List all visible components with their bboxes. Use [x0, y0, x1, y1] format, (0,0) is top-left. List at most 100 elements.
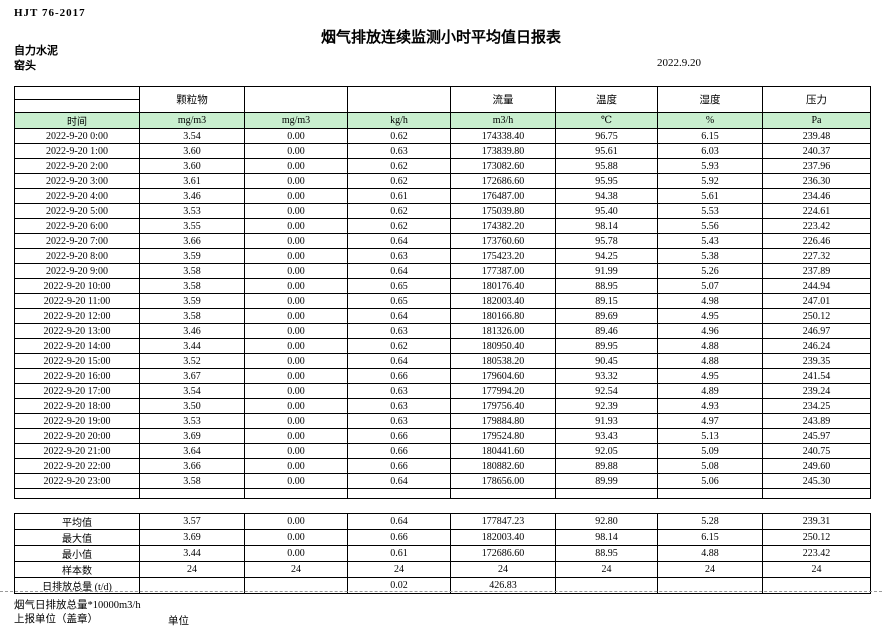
time-cell: 2022-9-20 22:00 — [14, 458, 140, 474]
value-cell: 3.44 — [139, 338, 245, 354]
value-cell: 0.00 — [244, 443, 348, 459]
empty-cell — [244, 488, 348, 499]
value-cell: 4.89 — [657, 383, 763, 399]
table-row: 2022-9-20 19:00 3.53 0.00 0.63 179884.80 91.9… — [14, 413, 871, 429]
value-cell: 0.63 — [347, 323, 451, 339]
table-row: 2022-9-20 9:00 3.58 0.00 0.64 177387.00 91.99… — [14, 263, 871, 279]
value-cell: 241.54 — [762, 368, 871, 384]
summary-value-cell: 0.66 — [347, 529, 451, 546]
value-cell: 3.59 — [139, 293, 245, 309]
value-cell: 92.05 — [555, 443, 658, 459]
time-cell: 2022-9-20 1:00 — [14, 143, 140, 159]
time-cell: 2022-9-20 15:00 — [14, 353, 140, 369]
value-cell: 88.95 — [555, 278, 658, 294]
value-cell: 237.89 — [762, 263, 871, 279]
value-cell: 0.62 — [347, 158, 451, 174]
value-cell: 180166.80 — [450, 308, 556, 324]
summary-value-cell: 24 — [762, 561, 871, 578]
value-cell: 243.89 — [762, 413, 871, 429]
value-cell: 246.24 — [762, 338, 871, 354]
value-cell: 0.61 — [347, 188, 451, 204]
value-cell: 3.50 — [139, 398, 245, 414]
value-cell: 0.00 — [244, 143, 348, 159]
value-cell: 244.94 — [762, 278, 871, 294]
value-cell: 92.54 — [555, 383, 658, 399]
value-cell: 0.64 — [347, 353, 451, 369]
summary-label-cell: 样本数 — [14, 561, 140, 578]
summary-value-cell: 0.61 — [347, 545, 451, 562]
time-cell: 2022-9-20 9:00 — [14, 263, 140, 279]
value-cell: 245.30 — [762, 473, 871, 489]
table-row: 2022-9-20 3:00 3.61 0.00 0.62 172686.60 95.95… — [14, 173, 871, 189]
footer-note: 烟气日排放总量*10000m3/h — [14, 600, 141, 611]
value-cell: 3.60 — [139, 143, 245, 159]
value-cell: 95.78 — [555, 233, 658, 249]
value-cell: 0.00 — [244, 428, 348, 444]
value-cell: 0.63 — [347, 248, 451, 264]
summary-value-cell: 24 — [450, 561, 556, 578]
time-cell: 2022-9-20 3:00 — [14, 173, 140, 189]
value-cell: 227.32 — [762, 248, 871, 264]
value-cell: 95.95 — [555, 173, 658, 189]
value-cell: 94.25 — [555, 248, 658, 264]
value-cell: 236.30 — [762, 173, 871, 189]
unit-mgm3-1: mg/m3 — [139, 112, 245, 129]
value-cell: 5.08 — [657, 458, 763, 474]
table-row: 2022-9-20 21:00 3.64 0.00 0.66 180441.60 92.0… — [14, 443, 871, 459]
summary-value-cell: 88.95 — [555, 545, 658, 562]
value-cell: 237.96 — [762, 158, 871, 174]
summary-label-cell: 最大值 — [14, 529, 140, 546]
value-cell: 3.58 — [139, 278, 245, 294]
time-cell: 2022-9-20 13:00 — [14, 323, 140, 339]
header-blank-cell-bottom — [14, 99, 140, 113]
value-cell: 3.59 — [139, 248, 245, 264]
value-cell: 3.61 — [139, 173, 245, 189]
unit-pa: Pa — [762, 112, 871, 129]
table-row: 2022-9-20 22:00 3.66 0.00 0.66 180882.60 89.8… — [14, 458, 871, 474]
page-break-line — [0, 591, 882, 592]
value-cell: 0.00 — [244, 218, 348, 234]
value-cell: 5.56 — [657, 218, 763, 234]
value-cell: 3.46 — [139, 323, 245, 339]
header-flow: 流量 — [450, 86, 556, 113]
summary-value-cell: 5.28 — [657, 513, 763, 530]
summary-row: 最大值 3.69 0.00 0.66 182003.40 98.14 6.15 250.12 — [14, 529, 871, 546]
value-cell: 250.12 — [762, 308, 871, 324]
value-cell: 3.58 — [139, 263, 245, 279]
doc-code: HJT 76-2017 — [14, 7, 86, 19]
value-cell: 5.43 — [657, 233, 763, 249]
table-row: 2022-9-20 14:00 3.44 0.00 0.62 180950.40 89.9… — [14, 338, 871, 354]
summary-row: 最小值 3.44 0.00 0.61 172686.60 88.95 4.88 223.42 — [14, 545, 871, 562]
value-cell: 94.38 — [555, 188, 658, 204]
value-cell: 249.60 — [762, 458, 871, 474]
station-name: 窑头 — [14, 60, 36, 72]
value-cell: 3.67 — [139, 368, 245, 384]
value-cell: 5.07 — [657, 278, 763, 294]
summary-row: 样本数 24 24 24 24 24 24 24 — [14, 561, 871, 578]
value-cell: 4.95 — [657, 308, 763, 324]
table-row: 2022-9-20 1:00 3.60 0.00 0.63 173839.80 95.61… — [14, 143, 871, 159]
value-cell: 3.58 — [139, 308, 245, 324]
value-cell: 3.55 — [139, 218, 245, 234]
value-cell: 0.64 — [347, 473, 451, 489]
value-cell: 179884.80 — [450, 413, 556, 429]
value-cell: 0.00 — [244, 383, 348, 399]
value-cell: 180950.40 — [450, 338, 556, 354]
value-cell: 0.62 — [347, 128, 451, 144]
time-cell: 2022-9-20 19:00 — [14, 413, 140, 429]
summary-value-cell: 24 — [555, 561, 658, 578]
hourly-rows: 2022-9-20 0:00 3.54 0.00 0.62 174338.40 96.75… — [14, 128, 871, 499]
value-cell: 0.00 — [244, 293, 348, 309]
summary-value-cell: 0.00 — [244, 529, 348, 546]
table-row: 2022-9-20 2:00 3.60 0.00 0.62 173082.60 95.88… — [14, 158, 871, 174]
unit-time: 时间 — [14, 112, 140, 129]
value-cell: 95.88 — [555, 158, 658, 174]
value-cell: 173082.60 — [450, 158, 556, 174]
table-row: 2022-9-20 16:00 3.67 0.00 0.66 179604.60 93.3… — [14, 368, 871, 384]
header-pressure: 压力 — [762, 86, 871, 113]
time-cell: 2022-9-20 8:00 — [14, 248, 140, 264]
group-header-row: 颗粒物 流量 温度 湿度 压力 — [14, 86, 871, 113]
summary-value-cell: 250.12 — [762, 529, 871, 546]
value-cell: 0.00 — [244, 413, 348, 429]
table-row: 2022-9-20 10:00 3.58 0.00 0.65 180176.40 88.9… — [14, 278, 871, 294]
